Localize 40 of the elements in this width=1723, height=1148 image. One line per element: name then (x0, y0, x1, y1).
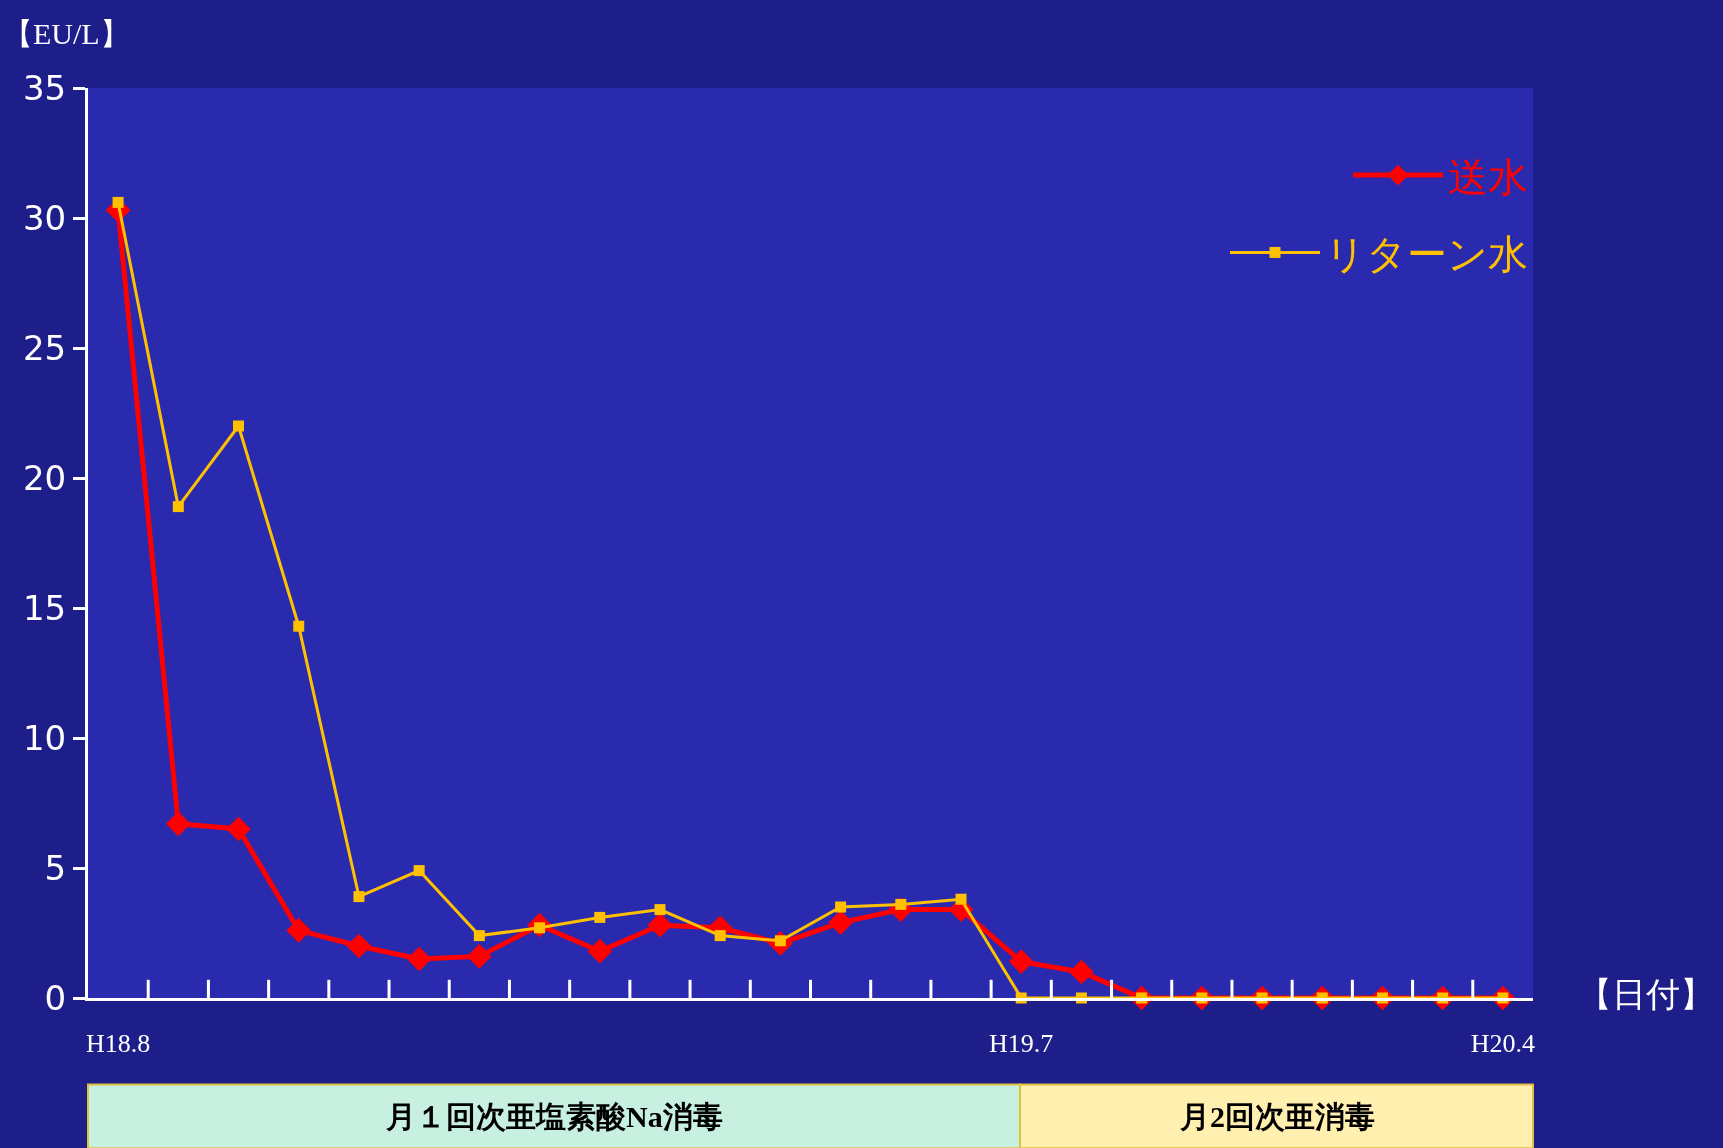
point (165, 811, 191, 837)
point (955, 893, 967, 905)
point (647, 912, 673, 938)
point (413, 865, 425, 877)
x-axis-title: 【日付】 (1578, 974, 1714, 1014)
point (233, 420, 245, 432)
x-tick-label: H18.8 (85, 1029, 151, 1059)
point (1069, 959, 1094, 985)
point (172, 501, 184, 513)
y-tick-label: 35 (22, 67, 67, 108)
point (346, 933, 372, 959)
point (353, 891, 365, 903)
text: 月2回次亜消毒 (1179, 1100, 1375, 1133)
point (587, 938, 613, 964)
point (714, 930, 726, 942)
point (473, 930, 485, 942)
legend-label: 送水 (1448, 153, 1528, 200)
x-tick-label: H19.7 (989, 1029, 1054, 1059)
point (406, 946, 432, 972)
y-tick-label: 10 (22, 717, 67, 758)
point (654, 904, 666, 916)
text: 月１回次亜塩素酸Na消毒 (385, 1100, 723, 1133)
y-tick-label: 5 (44, 847, 67, 888)
x-tick-label: H20.4 (1470, 1029, 1536, 1059)
point (467, 944, 492, 969)
y-tick-label: 15 (22, 587, 67, 628)
y-tick-label: 30 (22, 197, 67, 238)
point (1008, 949, 1034, 974)
point (293, 620, 305, 632)
point (828, 910, 853, 935)
point (835, 901, 847, 913)
point (112, 196, 124, 208)
legend-label: リターン水 (1325, 231, 1528, 278)
y-tick-label: 25 (22, 327, 67, 368)
y-tick-label: 0 (44, 977, 67, 1018)
point (286, 918, 312, 943)
point (594, 911, 606, 923)
y-axis-title: 【EU/L】 (3, 17, 130, 50)
y-tick-label: 20 (22, 457, 67, 498)
point (226, 816, 251, 842)
